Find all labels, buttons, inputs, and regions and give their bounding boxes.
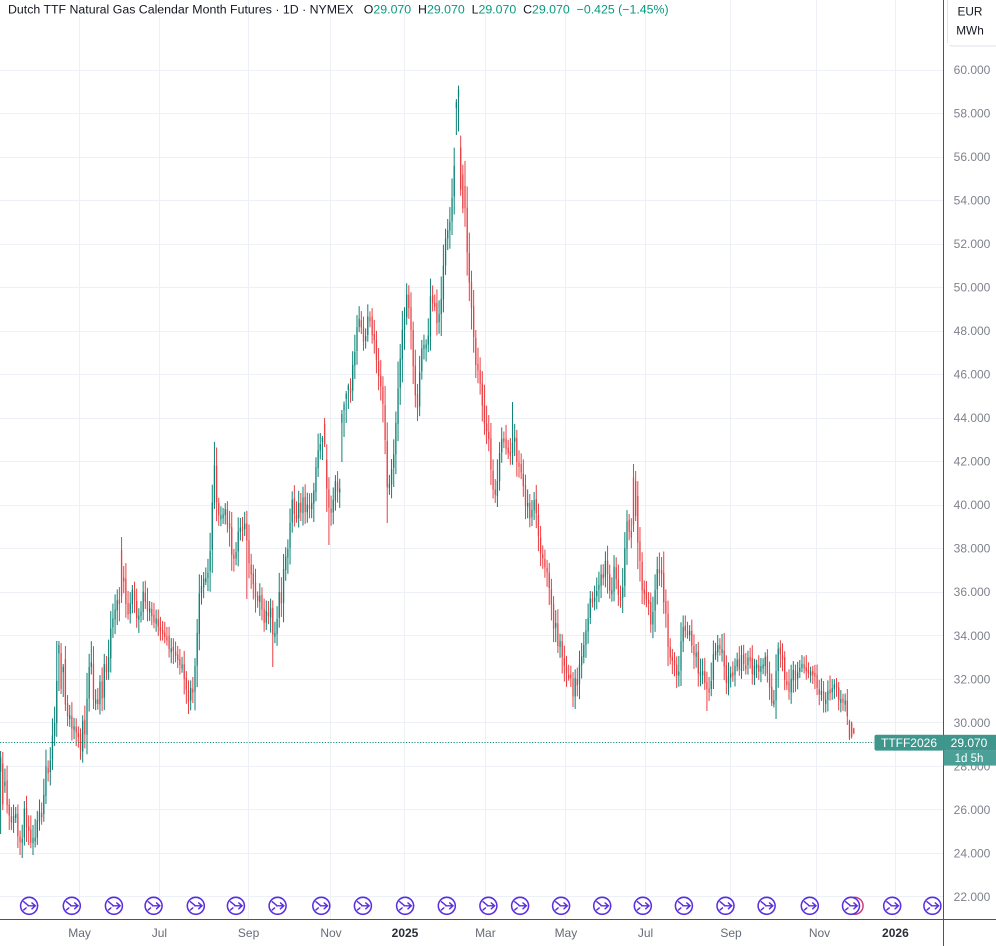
svg-text:52.000: 52.000 <box>954 237 991 251</box>
svg-text:24.000: 24.000 <box>954 846 991 860</box>
svg-text:Jul: Jul <box>152 926 167 940</box>
svg-text:1d 5h: 1d 5h <box>955 753 984 765</box>
svg-text:48.000: 48.000 <box>954 324 991 338</box>
svg-text:Jul: Jul <box>638 926 653 940</box>
svg-text:38.000: 38.000 <box>954 542 991 556</box>
svg-text:EUR: EUR <box>958 5 983 19</box>
svg-text:Dutch TTF Natural Gas Calendar: Dutch TTF Natural Gas Calendar Month Fut… <box>8 3 669 17</box>
svg-text:Nov: Nov <box>809 926 830 940</box>
svg-text:Sep: Sep <box>238 926 260 940</box>
svg-text:Mar: Mar <box>475 926 496 940</box>
svg-text:Sep: Sep <box>720 926 742 940</box>
svg-text:22.000: 22.000 <box>954 890 991 904</box>
svg-text:46.000: 46.000 <box>954 368 991 382</box>
svg-text:Nov: Nov <box>320 926 341 940</box>
svg-text:30.000: 30.000 <box>954 716 991 730</box>
svg-text:May: May <box>68 926 91 940</box>
svg-text:60.000: 60.000 <box>954 63 991 77</box>
svg-text:26.000: 26.000 <box>954 803 991 817</box>
svg-text:May: May <box>555 926 578 940</box>
svg-text:MWh: MWh <box>956 24 984 38</box>
svg-text:36.000: 36.000 <box>954 585 991 599</box>
svg-text:58.000: 58.000 <box>954 107 991 121</box>
svg-text:29.070: 29.070 <box>951 736 988 750</box>
svg-text:50.000: 50.000 <box>954 281 991 295</box>
svg-text:TTFF2026: TTFF2026 <box>881 736 937 750</box>
svg-text:56.000: 56.000 <box>954 150 991 164</box>
svg-text:32.000: 32.000 <box>954 672 991 686</box>
svg-text:40.000: 40.000 <box>954 498 991 512</box>
svg-text:54.000: 54.000 <box>954 194 991 208</box>
svg-text:34.000: 34.000 <box>954 629 991 643</box>
svg-text:44.000: 44.000 <box>954 411 991 425</box>
svg-text:2026: 2026 <box>882 926 909 940</box>
svg-text:2025: 2025 <box>392 926 419 940</box>
svg-text:42.000: 42.000 <box>954 455 991 469</box>
